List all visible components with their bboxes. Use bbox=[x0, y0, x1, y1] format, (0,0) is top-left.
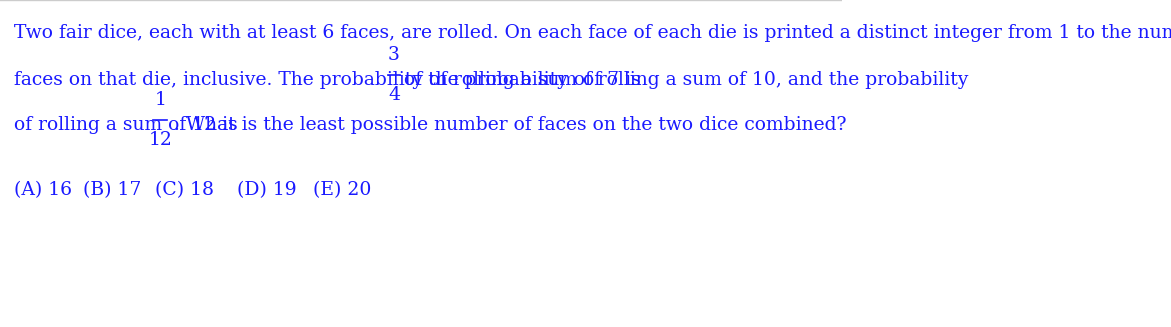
Text: faces on that die, inclusive. The probability of rolling a sum of 7 is: faces on that die, inclusive. The probab… bbox=[14, 71, 642, 89]
Text: of the probability of rolling a sum of 10, and the probability: of the probability of rolling a sum of 1… bbox=[404, 71, 968, 89]
Text: 1: 1 bbox=[155, 91, 166, 109]
Text: Two fair dice, each with at least 6 faces, are rolled. On each face of each die : Two fair dice, each with at least 6 face… bbox=[14, 24, 1171, 42]
Text: (D) 19: (D) 19 bbox=[238, 181, 296, 199]
Text: of rolling a sum of 12 is: of rolling a sum of 12 is bbox=[14, 116, 238, 134]
Text: . What is the least possible number of faces on the two dice combined?: . What is the least possible number of f… bbox=[174, 116, 847, 134]
Text: 3: 3 bbox=[388, 46, 399, 64]
Text: (E) 20: (E) 20 bbox=[313, 181, 371, 199]
Text: (C) 18: (C) 18 bbox=[155, 181, 213, 199]
Text: (B) 17: (B) 17 bbox=[83, 181, 141, 199]
Text: 12: 12 bbox=[149, 131, 172, 149]
Text: 4: 4 bbox=[388, 86, 400, 104]
Text: (A) 16: (A) 16 bbox=[14, 181, 73, 199]
